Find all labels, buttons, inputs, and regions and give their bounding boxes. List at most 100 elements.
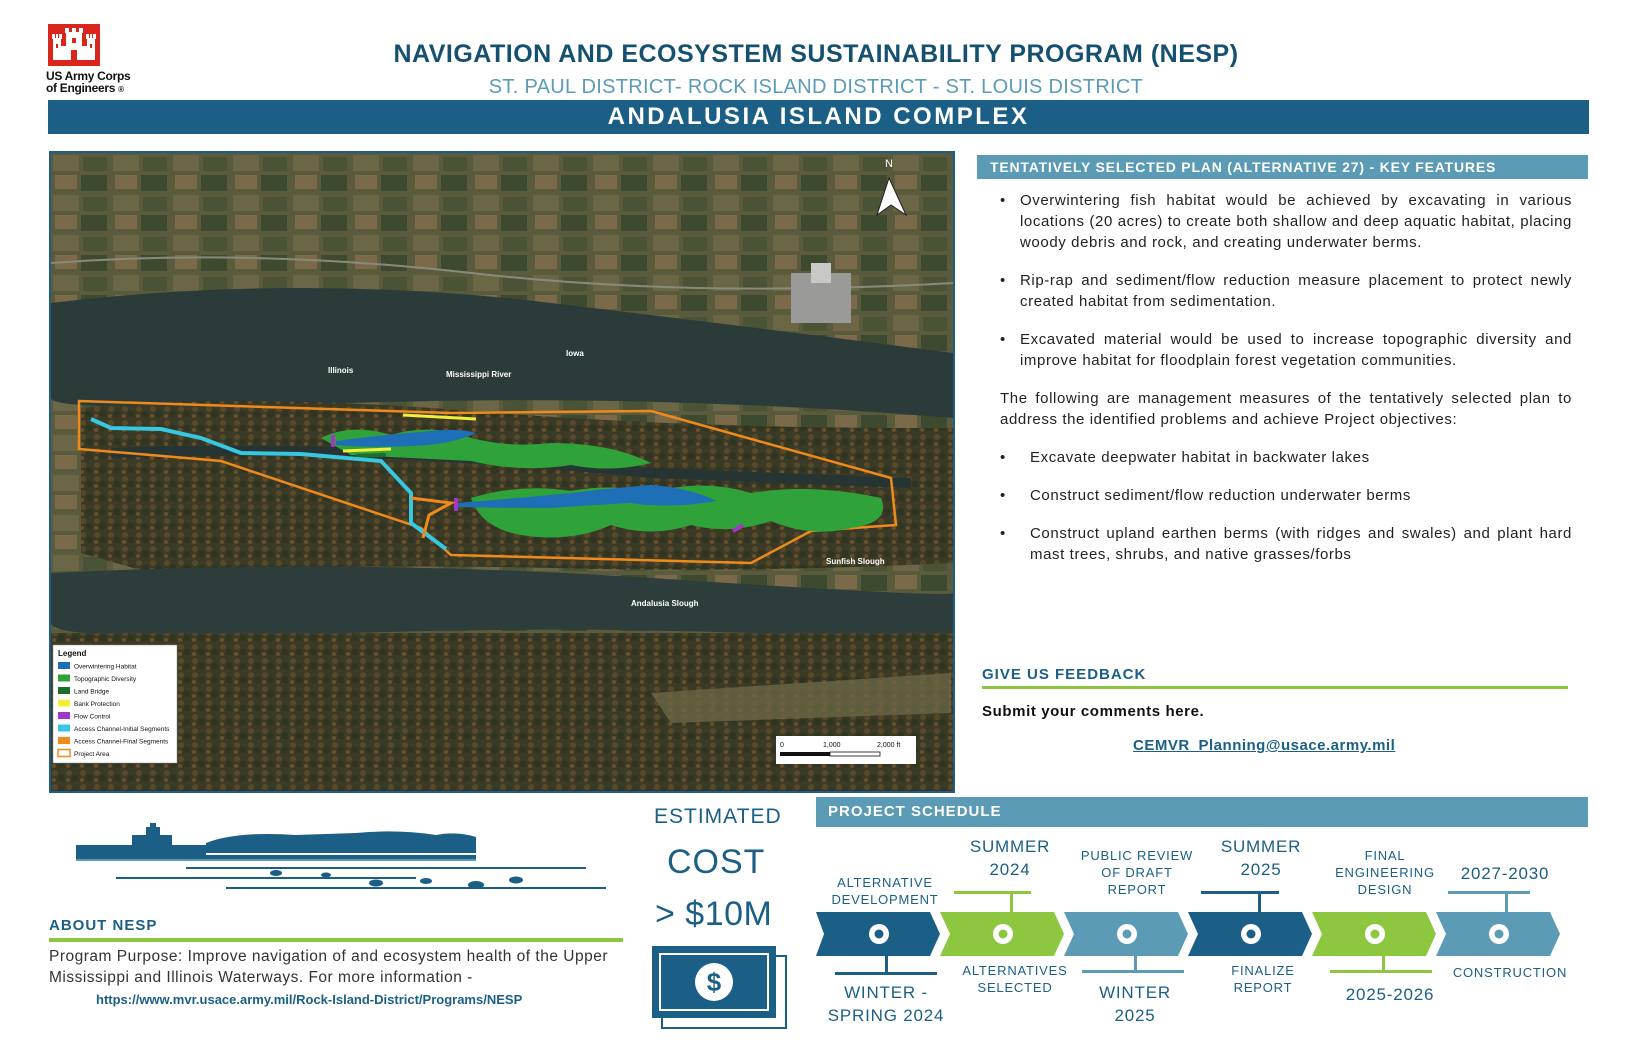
- map-label-mississippi: Mississippi River: [446, 370, 511, 379]
- schedule-bottom-label: WINTER - SPRING 2024: [827, 983, 945, 1025]
- project-map: N Illinois Mississippi River Iowa Sunfis…: [49, 151, 955, 793]
- legend-swatch: [58, 699, 70, 707]
- scale-1000: 1,000: [823, 742, 841, 749]
- milestone-marker-dot: [1370, 929, 1380, 939]
- legend-swatch: [57, 748, 71, 758]
- about-divider: [49, 938, 623, 942]
- plan-features: • Overwintering fish habitat would be ac…: [1000, 190, 1572, 582]
- feature-bullet: • Overwintering fish habitat would be ac…: [1000, 190, 1572, 253]
- connector-line: [1448, 891, 1530, 894]
- schedule-bottom-label: WINTER 2025: [1099, 983, 1171, 1025]
- legend-swatch: [58, 687, 70, 694]
- measures-intro: The following are management measures of…: [1000, 390, 1572, 428]
- schedule-bottom-label: ALTERNATIVES SELECTED: [962, 963, 1068, 995]
- connector-line: [1505, 891, 1508, 913]
- measure-item: • Construct sediment/flow reduction unde…: [1000, 485, 1572, 506]
- bullet-icon: •: [1000, 449, 1006, 466]
- connector-line: [1201, 891, 1279, 894]
- milestone-marker-dot: [998, 929, 1008, 939]
- connector-line: [1382, 948, 1385, 970]
- schedule-bottom-label: 2025-2026: [1345, 985, 1435, 1004]
- legend-swatch: [58, 724, 70, 732]
- cost-word: COST: [667, 843, 766, 881]
- measure-text: Excavate deepwater habitat in backwater …: [1030, 449, 1370, 466]
- feedback-email-link[interactable]: CEMVR_Planning@usace.army.mil: [1133, 737, 1396, 754]
- map-label-sunfish: Sunfish Slough: [826, 557, 885, 566]
- connector-line: [835, 972, 937, 975]
- feature-bullet: • Excavated material would be used to in…: [1000, 329, 1572, 371]
- bullet-icon: •: [1000, 487, 1006, 504]
- schedule-top-label: PUBLIC REVIEW OF DRAFT REPORT: [1080, 848, 1194, 897]
- logo-registered-mark: ®: [118, 85, 124, 94]
- connector-line: [1258, 891, 1261, 913]
- castle-icon: [48, 24, 100, 66]
- logo-text: US Army Corps of Engineers ®: [46, 70, 146, 96]
- schedule-bottom-label: CONSTRUCTION: [1452, 965, 1568, 980]
- measure-item: • Construct upland earthen berms (with r…: [1000, 523, 1572, 565]
- schedule-top-label: 2027-2030: [1460, 864, 1550, 883]
- feedback-text: Submit your comments here.: [982, 703, 1205, 720]
- bullet-icon: •: [1000, 272, 1006, 289]
- feature-text: Excavated material would be used to incr…: [1020, 331, 1572, 369]
- legend-swatch: [58, 712, 70, 719]
- feedback-divider: [982, 686, 1568, 689]
- money-icon: $: [650, 944, 790, 1039]
- milestone-marker-dot: [1494, 929, 1504, 939]
- feature-text: Overwintering fish habitat would be achi…: [1020, 192, 1572, 251]
- measure-text: Construct sediment/flow reduction underw…: [1030, 487, 1411, 504]
- bullet-icon: •: [1000, 525, 1006, 542]
- connector-line: [1330, 970, 1432, 973]
- north-label: N: [885, 158, 893, 170]
- project-banner: ANDALUSIA ISLAND COMPLEX: [48, 100, 1589, 134]
- logo-text-line2: of Engineers: [46, 81, 116, 95]
- map-label-iowa: Iowa: [566, 349, 584, 358]
- legend-swatch: [58, 662, 70, 669]
- dollar-symbol: $: [707, 967, 722, 997]
- scale-bar: 0 1,000 2,000 ft: [776, 736, 916, 764]
- map-legend: Legend Overwintering Habitat Topographic …: [52, 644, 178, 764]
- feedback-title: GIVE US FEEDBACK: [982, 666, 1147, 683]
- north-arrow-icon: [876, 176, 908, 217]
- about-title: ABOUT NESP: [49, 917, 158, 934]
- logo-text-line1: US Army Corps: [46, 69, 131, 83]
- legend-label: Access Channel-Initial Segments: [74, 726, 170, 733]
- schedule-bottom-label: FINALIZE REPORT: [1231, 963, 1295, 995]
- schedule-top-label: FINAL ENGINEERING DESIGN: [1335, 848, 1435, 897]
- legend-label: Project Area: [74, 751, 110, 758]
- page-subtitle: ST. PAUL DISTRICT- ROCK ISLAND DISTRICT …: [488, 76, 1144, 98]
- connector-line: [885, 948, 888, 972]
- usace-logo: US Army Corps of Engineers ®: [46, 24, 146, 94]
- legend-label: Bank Protection: [74, 701, 120, 708]
- measure-text: Construct upland earthen berms (with rid…: [1030, 525, 1572, 563]
- bullet-icon: •: [1000, 192, 1006, 209]
- schedule-top-label: SUMMER 2024: [969, 837, 1051, 879]
- cost-label: ESTIMATED: [654, 805, 782, 828]
- milestone-marker-dot: [1246, 929, 1256, 939]
- page-title: NAVIGATION AND ECOSYSTEM SUSTAINABILITY …: [393, 40, 1239, 68]
- plan-section-header: TENTATIVELY SELECTED PLAN (ALTERNATIVE 2…: [977, 155, 1588, 179]
- cost-value: > $10M: [655, 895, 773, 933]
- schedule-top-label: SUMMER 2025: [1220, 837, 1302, 879]
- connector-line: [1134, 948, 1137, 970]
- bullet-icon: •: [1000, 331, 1006, 348]
- legend-label: Land Bridge: [74, 689, 109, 696]
- schedule-top-label: ALTERNATIVE DEVELOPMENT: [831, 875, 939, 907]
- feature-bullet: • Rip-rap and sediment/flow reduction me…: [1000, 270, 1572, 312]
- legend-swatch: [58, 737, 70, 744]
- map-label-andalusia: Andalusia Slough: [631, 599, 699, 608]
- barge-illustration: [76, 823, 606, 898]
- legend-title: Legend: [58, 649, 87, 658]
- scale-0: 0: [780, 742, 784, 749]
- legend-swatch: [58, 674, 70, 682]
- about-text: Program Purpose: Improve navigation of a…: [49, 948, 608, 986]
- connector-line: [954, 891, 1031, 894]
- feature-text: Rip-rap and sediment/flow reduction meas…: [1020, 272, 1572, 310]
- legend-label: Flow Control: [74, 714, 111, 721]
- scale-2000: 2,000 ft: [877, 742, 900, 749]
- nesp-program-link[interactable]: https://www.mvr.usace.army.mil/Rock-Isla…: [96, 992, 523, 1007]
- connector-line: [1082, 970, 1184, 973]
- schedule-header: PROJECT SCHEDULE: [816, 797, 1588, 827]
- milestone-marker-dot: [1122, 929, 1132, 939]
- legend-label: Topographic Diversity: [74, 676, 137, 683]
- measure-item: • Excavate deepwater habitat in backwate…: [1000, 447, 1572, 468]
